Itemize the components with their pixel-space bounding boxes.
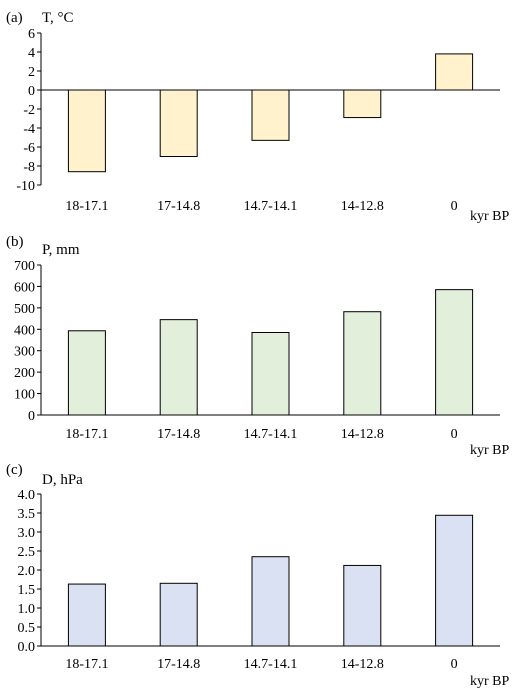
panel-0-ytick-label-1: 4 bbox=[28, 46, 35, 61]
panel-2-category-label-4: 0 bbox=[451, 657, 458, 672]
panel-2-category-label-0: 18-17.1 bbox=[65, 657, 108, 672]
panel-1-bar-4 bbox=[435, 289, 474, 416]
panel-0-ytick-label-8: -10 bbox=[16, 179, 35, 194]
panel-1-ytick-label-6: 100 bbox=[14, 388, 35, 403]
panel-0-bar-3 bbox=[343, 89, 382, 119]
panel-2-ytick-label-1: 3.5 bbox=[18, 507, 36, 522]
panel-2-ytick-label-4: 2.0 bbox=[18, 564, 36, 579]
panel-2-bar-2 bbox=[251, 556, 290, 647]
panel-2-bar-4 bbox=[435, 514, 474, 647]
panel-0-category-label-1: 17-14.8 bbox=[157, 199, 200, 214]
panel-1-bar-0 bbox=[67, 330, 106, 416]
panel-0-label: (a) bbox=[6, 10, 23, 26]
panel-1-category-label-1: 17-14.8 bbox=[157, 427, 200, 442]
panel-1-xlabel: kyr BP bbox=[470, 443, 510, 458]
panel-0-bar-1 bbox=[159, 89, 198, 157]
panel-0-category-label-0: 18-17.1 bbox=[65, 199, 108, 214]
panel-0-xlabel: kyr BP bbox=[470, 209, 510, 224]
panel-1-bar-1 bbox=[159, 319, 198, 416]
panel-1-ytick-label-0: 700 bbox=[14, 259, 35, 274]
panel-1-category-label-2: 14.7-14.1 bbox=[244, 427, 298, 442]
panel-1-category-label-4: 0 bbox=[451, 427, 458, 442]
panel-0-ytick-label-7: -8 bbox=[23, 160, 35, 175]
panel-1-category-label-3: 14-12.8 bbox=[341, 427, 384, 442]
panel-1-category-label-0: 18-17.1 bbox=[65, 427, 108, 442]
panel-2-label: (c) bbox=[6, 462, 23, 478]
panel-0-category-label-2: 14.7-14.1 bbox=[244, 199, 298, 214]
panel-1-ytick-label-3: 400 bbox=[14, 323, 35, 338]
panel-0-ylabel: T, °C bbox=[42, 10, 74, 26]
panel-2-ytick-label-8: 0.0 bbox=[18, 640, 36, 655]
panel-2-ylabel: D, hPa bbox=[42, 472, 83, 488]
panel-1-bar-3 bbox=[343, 311, 382, 416]
panel-2-ytick-label-0: 4.0 bbox=[18, 488, 36, 503]
panel-0-ytick-label-3: 0 bbox=[28, 84, 35, 99]
panel-0-category-label-4: 0 bbox=[451, 199, 458, 214]
panel-2-ytick-label-6: 1.0 bbox=[18, 602, 36, 617]
panel-0-bar-0 bbox=[67, 89, 106, 173]
panel-0-ytick-label-6: -6 bbox=[23, 141, 35, 156]
panel-2-ytick-label-7: 0.5 bbox=[18, 621, 36, 636]
panel-2-category-label-2: 14.7-14.1 bbox=[244, 657, 298, 672]
panel-0-category-label-3: 14-12.8 bbox=[341, 199, 384, 214]
panel-2-ytick-label-3: 2.5 bbox=[18, 545, 36, 560]
panel-2-bar-1 bbox=[159, 582, 198, 647]
panel-1-label: (b) bbox=[6, 234, 24, 250]
panel-2-bar-0 bbox=[67, 583, 106, 647]
panel-0-bar-2 bbox=[251, 89, 290, 141]
panel-1-ytick-label-7: 0 bbox=[28, 409, 35, 424]
panel-1-ytick-label-4: 300 bbox=[14, 345, 35, 360]
panel-2-ytick-label-2: 3.0 bbox=[18, 526, 36, 541]
panel-2-category-label-3: 14-12.8 bbox=[341, 657, 384, 672]
panel-1-ytick-label-2: 500 bbox=[14, 302, 35, 317]
panel-0-bar-4 bbox=[435, 53, 474, 91]
panel-1-ytick-label-5: 200 bbox=[14, 366, 35, 381]
panel-2-category-label-1: 17-14.8 bbox=[157, 657, 200, 672]
panel-1-ylabel: P, mm bbox=[42, 242, 80, 258]
panel-2-xlabel: kyr BP bbox=[470, 674, 510, 689]
panel-2-bar-3 bbox=[343, 564, 382, 647]
panel-0-ytick-label-5: -4 bbox=[23, 122, 35, 137]
panel-1-ytick-label-1: 600 bbox=[14, 280, 35, 295]
panel-0-ytick-label-2: 2 bbox=[28, 65, 35, 80]
panel-0-ytick-label-0: 6 bbox=[28, 27, 35, 42]
panel-1-bar-2 bbox=[251, 332, 290, 416]
panel-0-ytick-label-4: -2 bbox=[23, 103, 35, 118]
panel-2-ytick-label-5: 1.5 bbox=[18, 583, 36, 598]
